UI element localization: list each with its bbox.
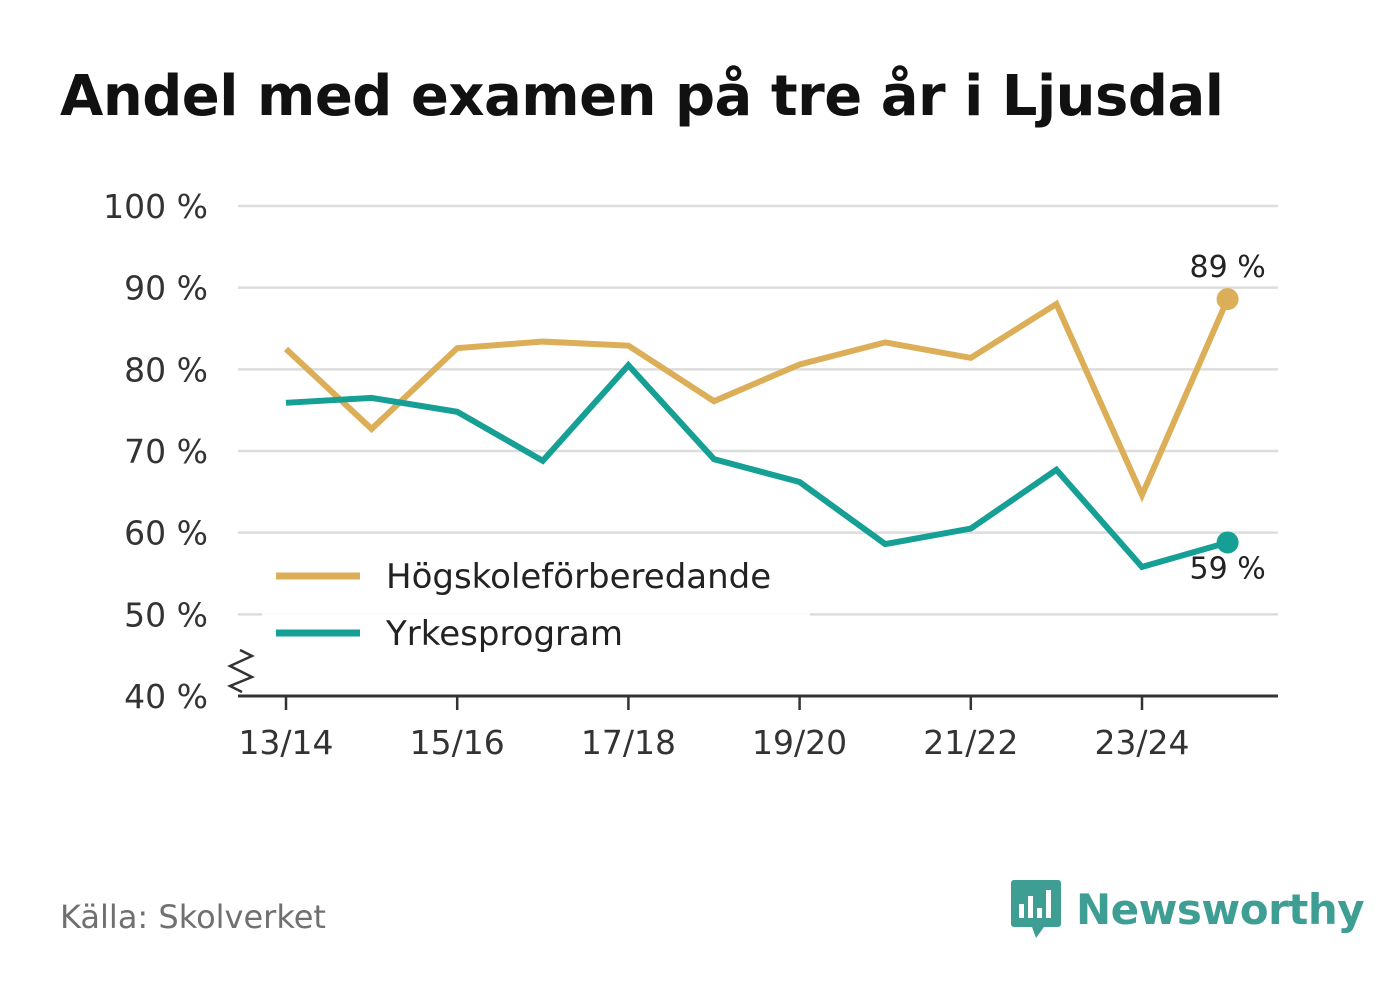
series-line-yrkesprogram xyxy=(285,360,1229,571)
end-point-hogskoleforberedande xyxy=(1216,288,1239,311)
brand-logo: Newsworthy xyxy=(1010,878,1365,940)
x-tick-label: 19/20 xyxy=(752,723,847,762)
source-note: Källa: Skolverket xyxy=(60,898,326,936)
y-axis-ticks: 40 % 50 % 60 % 70 % 80 % 90 % 100 % xyxy=(103,187,208,716)
legend-label-hogskoleforberedande: Högskoleförberedande xyxy=(386,557,771,597)
brand-name: Newsworthy xyxy=(1076,884,1365,934)
x-tick-label: 15/16 xyxy=(410,723,505,762)
legend-label-yrkesprogram: Yrkesprogram xyxy=(385,614,623,654)
x-tick-label: 21/22 xyxy=(923,723,1018,762)
series-line-hogskoleforberedande xyxy=(283,297,1231,503)
x-tick-label: 13/14 xyxy=(238,723,333,762)
newsworthy-logo-icon xyxy=(1011,880,1061,938)
end-label-hogskoleforberedande: 89 % xyxy=(1189,250,1265,285)
x-tick-label: 23/24 xyxy=(1094,723,1189,762)
end-label-yrkesprogram: 59 % xyxy=(1189,551,1265,586)
data-labels: 89 % 59 % xyxy=(1189,250,1265,586)
y-tick-label: 70 % xyxy=(124,432,208,471)
y-tick-label: 50 % xyxy=(124,595,208,634)
y-tick-label: 90 % xyxy=(124,269,208,308)
y-tick-label: 60 % xyxy=(124,514,208,553)
legend: Högskoleförberedande Yrkesprogram xyxy=(262,548,810,664)
x-axis xyxy=(226,648,1278,698)
y-tick-label: 80 % xyxy=(124,350,208,389)
x-axis-ticks: 13/14 15/16 17/18 19/20 21/22 23/24 xyxy=(238,696,1190,762)
axis-break-icon xyxy=(226,648,256,694)
series xyxy=(283,288,1239,571)
end-point-yrkesprogram xyxy=(1216,531,1239,554)
y-tick-label: 100 % xyxy=(103,187,208,226)
legend-background xyxy=(262,548,810,664)
chart-title: Andel med examen på tre år i Ljusdal xyxy=(60,64,1224,129)
x-tick-label: 17/18 xyxy=(581,723,676,762)
y-tick-label: 40 % xyxy=(124,677,208,716)
